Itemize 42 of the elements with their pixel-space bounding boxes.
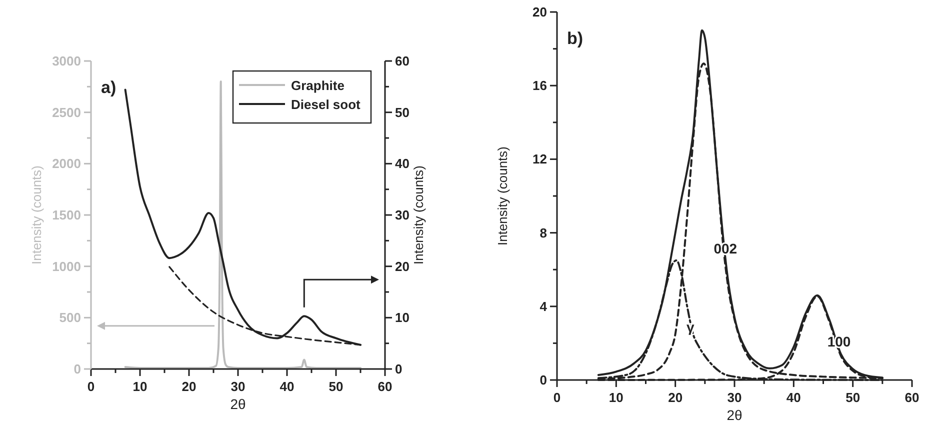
- x-tick-label: 30: [230, 379, 246, 394]
- x-tick-label: 40: [280, 379, 294, 394]
- y-tick-label: 20: [532, 4, 547, 20]
- y-tick-label: 1000: [52, 258, 81, 274]
- x-tick-label: 30: [727, 390, 742, 405]
- x-tick-label: 40: [786, 390, 801, 405]
- x-tick-label: 10: [608, 390, 624, 405]
- y2-tick-label: 40: [395, 156, 410, 172]
- y-tick-label: 500: [59, 310, 81, 326]
- x-tick-label: 10: [132, 379, 148, 394]
- y-axis-title: Intensity (counts): [495, 146, 510, 246]
- text: b): [567, 29, 584, 48]
- y-tick-label: 0: [74, 362, 81, 376]
- y-tick-label: 4: [540, 298, 548, 314]
- legend-label: Graphite: [291, 78, 344, 93]
- y2-tick-label: 10: [395, 310, 410, 326]
- y-tick-label: 2500: [52, 104, 81, 120]
- x-tick-label: 60: [378, 379, 392, 394]
- y2-tick-label: 60: [395, 54, 410, 68]
- x-tick-label: 50: [846, 390, 860, 405]
- x-tick-label: 60: [904, 390, 920, 405]
- y-tick-label: 8: [540, 225, 547, 240]
- y-tick-label: 16: [532, 78, 547, 94]
- y2-tick-label: 20: [395, 258, 410, 274]
- x-tick-label: 20: [668, 390, 683, 405]
- y2-axis-title: Intensity (counts): [411, 166, 426, 264]
- y2-tick-label: 50: [395, 104, 410, 120]
- x-tick-label: 20: [182, 379, 196, 394]
- x-tick-label: 0: [87, 379, 95, 394]
- y-tick-label: 12: [532, 152, 547, 167]
- x-tick-label: 0: [553, 390, 561, 405]
- y-tick-label: 1500: [52, 208, 81, 222]
- y-tick-label: 3000: [52, 54, 81, 68]
- x-axis-title: 2θ: [726, 407, 742, 423]
- y2-tick-label: 30: [395, 208, 410, 222]
- y-tick-label: 2000: [52, 156, 81, 172]
- legend-label: Diesel soot: [291, 97, 362, 112]
- y2-tick-label: 0: [395, 362, 402, 376]
- x-axis-title: 2θ: [230, 396, 246, 412]
- x-tick-label: 50: [328, 379, 344, 394]
- y-axis-title: Intensity (counts): [29, 166, 44, 264]
- text: a): [101, 78, 116, 97]
